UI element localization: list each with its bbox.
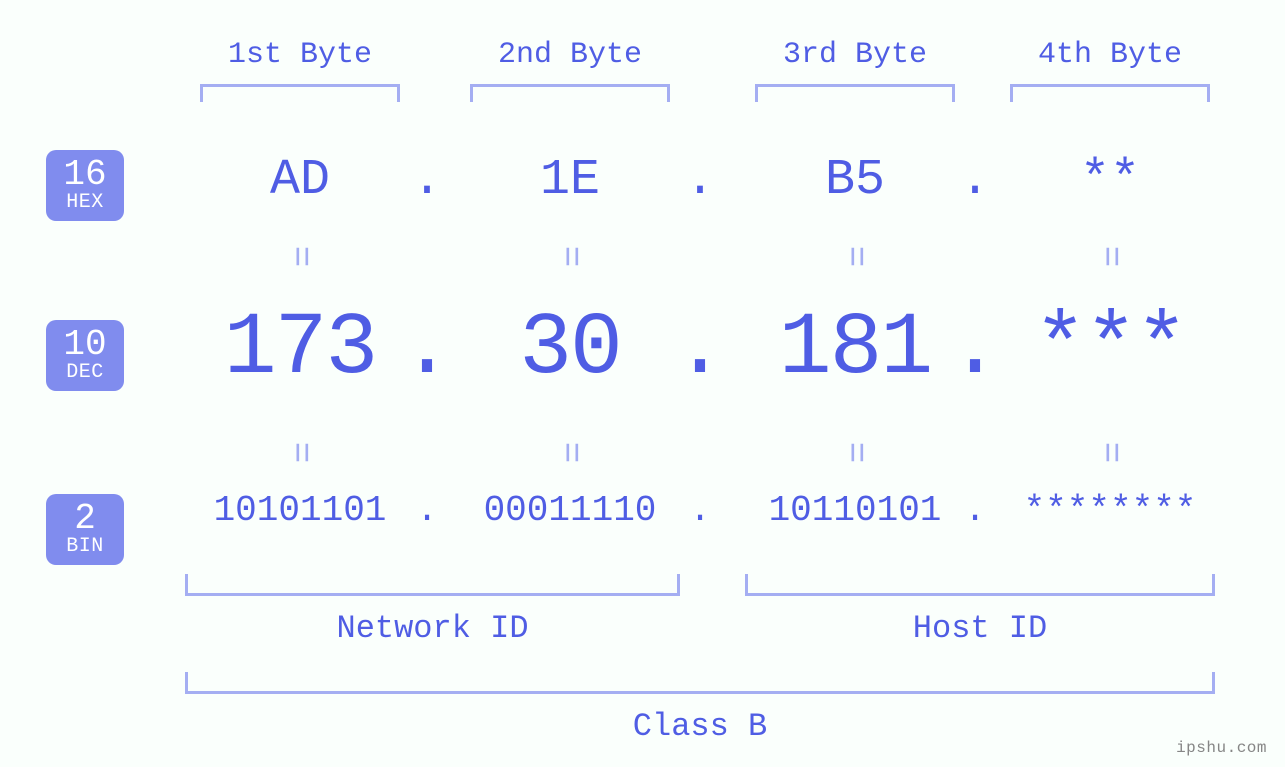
equals-icon: = — [280, 435, 321, 471]
radix-badge-label: DEC — [46, 362, 124, 383]
equals-icon: = — [835, 435, 876, 471]
hex-dot: . — [955, 152, 995, 209]
radix-badge-number: 2 — [46, 500, 124, 538]
byte-top-bracket — [755, 84, 955, 102]
equals-icon: = — [835, 239, 876, 275]
radix-badge-bin: 2BIN — [46, 494, 124, 565]
equals-icon: = — [550, 239, 591, 275]
bin-value: ******** — [980, 490, 1240, 531]
dec-dot: . — [945, 300, 1005, 399]
bin-value: 10110101 — [725, 490, 985, 531]
radix-badge-label: HEX — [46, 192, 124, 213]
hex-value: 1E — [450, 152, 690, 209]
bin-value: 10101101 — [170, 490, 430, 531]
group-bracket — [745, 574, 1215, 596]
dec-value: 173 — [165, 300, 435, 399]
byte-top-bracket — [200, 84, 400, 102]
equals-icon: = — [1090, 435, 1131, 471]
byte-header-label: 3rd Byte — [725, 38, 985, 72]
byte-header-label: 2nd Byte — [440, 38, 700, 72]
radix-badge-number: 10 — [46, 326, 124, 364]
equals-icon: = — [280, 239, 321, 275]
byte-top-bracket — [1010, 84, 1210, 102]
watermark-text: ipshu.com — [1176, 739, 1267, 757]
host-id-label: Host ID — [860, 610, 1100, 647]
bin-dot: . — [682, 490, 718, 531]
byte-header-label: 1st Byte — [170, 38, 430, 72]
hex-dot: . — [407, 152, 447, 209]
hex-dot: . — [680, 152, 720, 209]
bin-dot: . — [409, 490, 445, 531]
bin-value: 00011110 — [440, 490, 700, 531]
hex-value: ** — [990, 152, 1230, 209]
radix-badge-number: 16 — [46, 156, 124, 194]
equals-icon: = — [550, 435, 591, 471]
dec-dot: . — [397, 300, 457, 399]
class-label: Class B — [580, 708, 820, 745]
dec-value: *** — [975, 300, 1245, 399]
radix-badge-dec: 10DEC — [46, 320, 124, 391]
hex-value: B5 — [735, 152, 975, 209]
dec-value: 30 — [435, 300, 705, 399]
equals-icon: = — [1090, 239, 1131, 275]
hex-value: AD — [180, 152, 420, 209]
byte-top-bracket — [470, 84, 670, 102]
radix-badge-hex: 16HEX — [46, 150, 124, 221]
bin-dot: . — [957, 490, 993, 531]
group-bracket — [185, 574, 680, 596]
dec-dot: . — [670, 300, 730, 399]
radix-badge-label: BIN — [46, 536, 124, 557]
network-id-label: Network ID — [313, 610, 553, 647]
group-bracket — [185, 672, 1215, 694]
byte-header-label: 4th Byte — [980, 38, 1240, 72]
